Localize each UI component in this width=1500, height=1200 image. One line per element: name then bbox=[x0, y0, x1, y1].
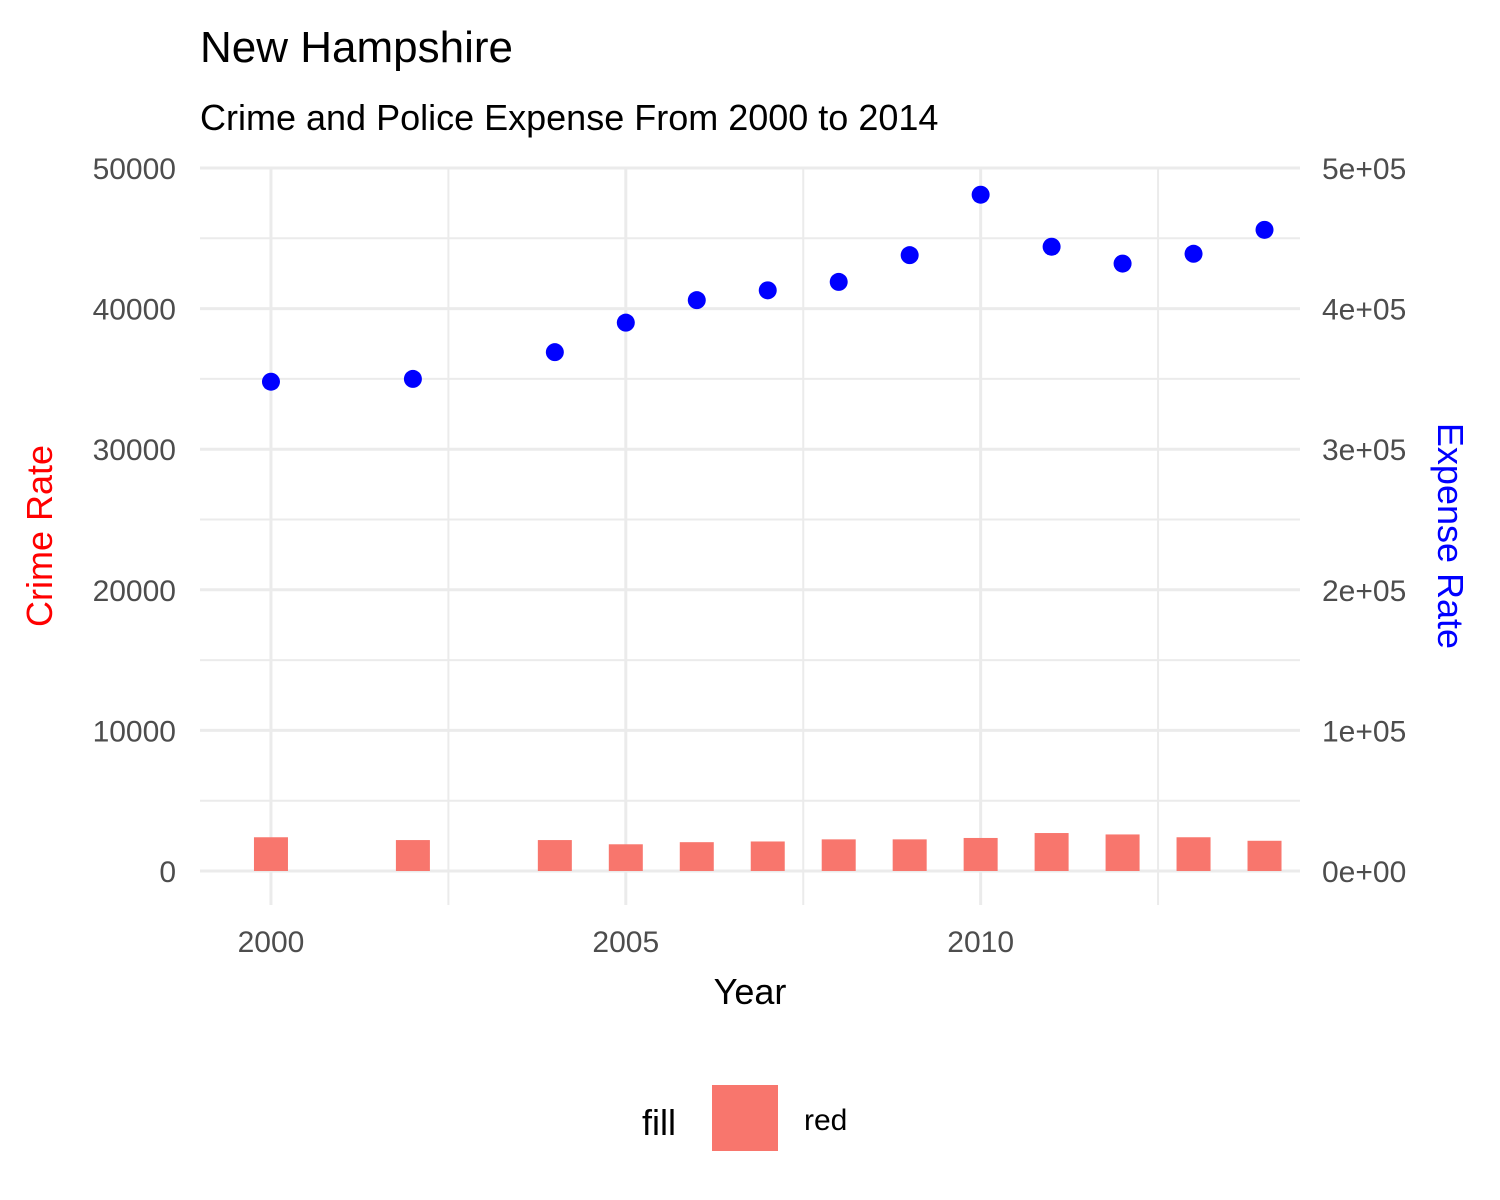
y-tick-label: 20000 bbox=[93, 575, 176, 608]
y2-tick-label: 1e+05 bbox=[1322, 715, 1406, 748]
expense-rate-points bbox=[261, 185, 1274, 391]
crime-rate-bar bbox=[253, 837, 288, 871]
crime-rate-bar bbox=[679, 842, 714, 871]
legend-title: fill bbox=[642, 1102, 676, 1143]
expense-rate-point bbox=[1255, 220, 1274, 239]
expense-rate-point bbox=[971, 185, 990, 204]
crime-rate-bar bbox=[892, 839, 927, 871]
expense-rate-point bbox=[687, 291, 706, 310]
crime-rate-bar bbox=[821, 839, 856, 871]
expense-rate-point bbox=[1184, 244, 1203, 263]
crime-rate-bar bbox=[963, 837, 998, 871]
crime-rate-bar bbox=[395, 840, 430, 871]
plot-grid bbox=[200, 166, 1300, 905]
crime-rate-bars bbox=[253, 833, 1282, 871]
x-tick-label: 2000 bbox=[238, 926, 305, 959]
x-axis-ticks: 2000 2005 2010 bbox=[238, 926, 1014, 959]
x-tick-label: 2005 bbox=[592, 926, 659, 959]
y-tick-label: 50000 bbox=[93, 153, 176, 186]
y-tick-label: 30000 bbox=[93, 434, 176, 467]
y-tick-label: 10000 bbox=[93, 715, 176, 748]
y2-tick-label: 5e+05 bbox=[1322, 153, 1406, 186]
y-tick-label: 40000 bbox=[93, 294, 176, 327]
y-axis-ticks: 0 10000 20000 30000 40000 50000 bbox=[93, 153, 176, 889]
y-axis-title: Crime Rate bbox=[19, 445, 60, 627]
crime-rate-bar bbox=[1176, 837, 1211, 871]
legend-label-red: red bbox=[804, 1104, 847, 1137]
expense-rate-point bbox=[829, 272, 848, 291]
crime-rate-bar bbox=[608, 844, 643, 871]
y2-tick-label: 0e+00 bbox=[1322, 856, 1406, 889]
crime-rate-bar bbox=[1034, 833, 1069, 871]
crime-rate-bar bbox=[1247, 840, 1282, 871]
y2-tick-label: 3e+05 bbox=[1322, 434, 1406, 467]
expense-rate-point bbox=[545, 343, 564, 362]
crime-rate-bar bbox=[750, 841, 785, 871]
y2-axis-title: Expense Rate bbox=[1430, 423, 1471, 649]
legend: fill red bbox=[642, 1085, 847, 1151]
crime-rate-bar bbox=[1105, 834, 1140, 871]
expense-rate-point bbox=[1042, 237, 1061, 256]
expense-rate-point bbox=[900, 246, 919, 265]
y2-tick-label: 4e+05 bbox=[1322, 294, 1406, 327]
expense-rate-point bbox=[758, 281, 777, 300]
crime-rate-bar bbox=[537, 840, 572, 871]
y-tick-label: 0 bbox=[159, 856, 176, 889]
expense-rate-point bbox=[1113, 254, 1132, 273]
y2-axis-ticks: 0e+00 1e+05 2e+05 3e+05 4e+05 5e+05 bbox=[1322, 153, 1406, 889]
y2-tick-label: 2e+05 bbox=[1322, 575, 1406, 608]
chart-subtitle: Crime and Police Expense From 2000 to 20… bbox=[200, 97, 938, 138]
legend-key-red bbox=[712, 1085, 778, 1151]
expense-rate-point bbox=[616, 313, 635, 332]
x-axis-title: Year bbox=[714, 971, 787, 1012]
expense-rate-point bbox=[403, 369, 422, 388]
x-tick-label: 2010 bbox=[947, 926, 1014, 959]
chart-title: New Hampshire bbox=[200, 23, 513, 72]
expense-rate-point bbox=[261, 372, 280, 391]
